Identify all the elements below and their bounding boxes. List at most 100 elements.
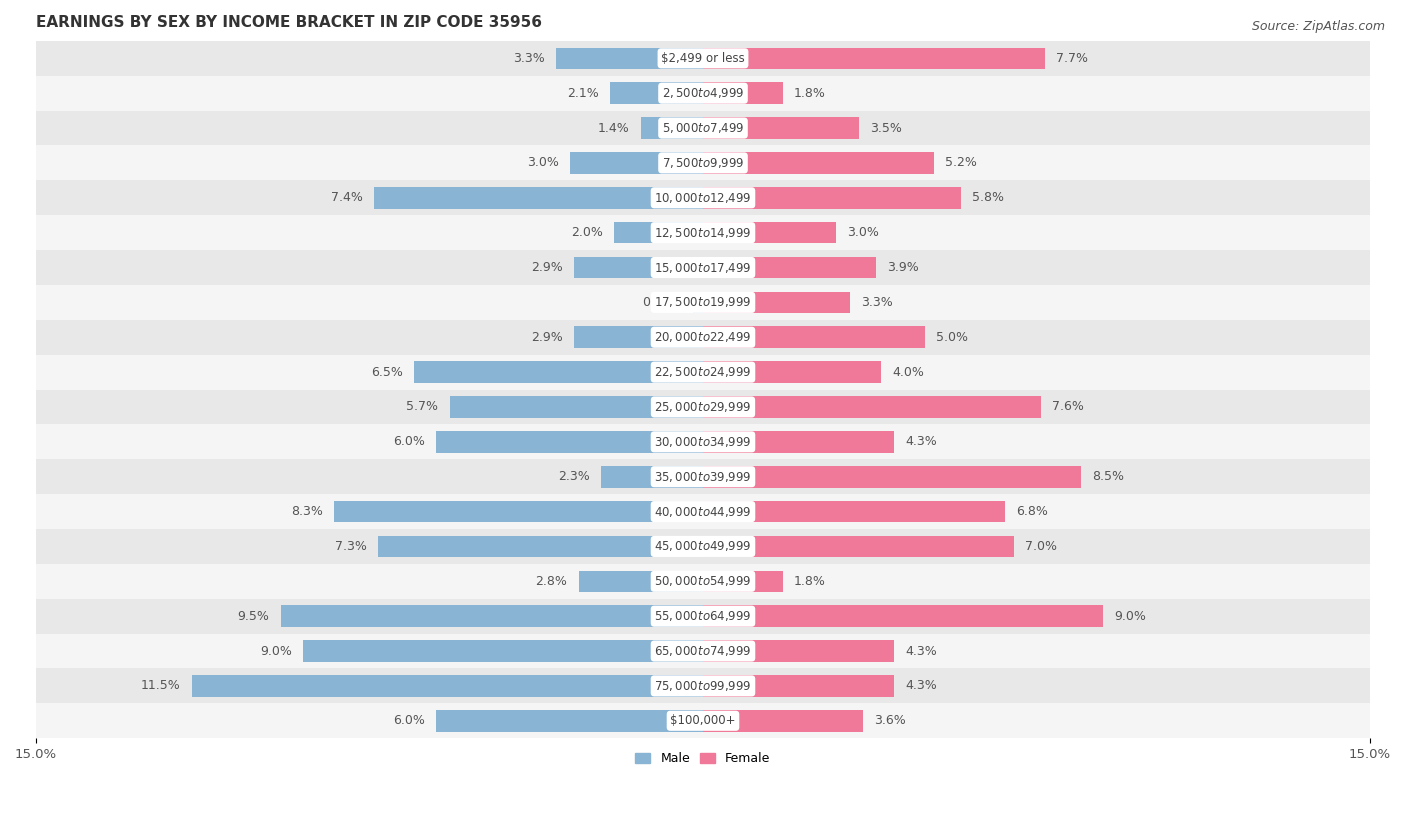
Text: $55,000 to $64,999: $55,000 to $64,999	[654, 609, 752, 624]
Text: $2,499 or less: $2,499 or less	[661, 52, 745, 65]
Text: 3.3%: 3.3%	[860, 295, 893, 309]
Bar	[610, 82, 703, 104]
Text: 4.3%: 4.3%	[905, 680, 936, 693]
Bar	[37, 633, 1369, 668]
Bar	[37, 668, 1369, 703]
Text: $5,000 to $7,499: $5,000 to $7,499	[662, 121, 744, 135]
Bar	[335, 501, 703, 523]
Text: $65,000 to $74,999: $65,000 to $74,999	[654, 644, 752, 658]
Bar	[703, 536, 1014, 558]
Text: 9.0%: 9.0%	[260, 645, 291, 658]
Bar	[641, 117, 703, 139]
Text: 2.9%: 2.9%	[531, 261, 562, 274]
Text: 2.8%: 2.8%	[536, 575, 568, 588]
Text: $17,500 to $19,999: $17,500 to $19,999	[654, 295, 752, 309]
Text: $7,500 to $9,999: $7,500 to $9,999	[662, 156, 744, 170]
Bar	[574, 256, 703, 278]
Bar	[578, 571, 703, 592]
Bar	[37, 703, 1369, 738]
Bar	[436, 710, 703, 732]
Text: $22,500 to $24,999: $22,500 to $24,999	[654, 365, 752, 379]
Text: $50,000 to $54,999: $50,000 to $54,999	[654, 575, 752, 589]
Text: 2.3%: 2.3%	[558, 470, 589, 484]
Text: $10,000 to $12,499: $10,000 to $12,499	[654, 190, 752, 205]
Text: $20,000 to $22,499: $20,000 to $22,499	[654, 330, 752, 344]
Text: $12,500 to $14,999: $12,500 to $14,999	[654, 225, 752, 239]
Bar	[37, 390, 1369, 424]
Bar	[37, 215, 1369, 250]
Bar	[703, 396, 1040, 418]
Text: 6.5%: 6.5%	[371, 365, 404, 379]
Bar	[703, 710, 863, 732]
Text: $15,000 to $17,499: $15,000 to $17,499	[654, 260, 752, 274]
Bar	[37, 320, 1369, 355]
Bar	[703, 152, 934, 173]
Bar	[703, 222, 837, 243]
Text: $100,000+: $100,000+	[671, 714, 735, 727]
Text: 7.7%: 7.7%	[1056, 52, 1088, 65]
Bar	[703, 431, 894, 453]
Bar	[703, 501, 1005, 523]
Text: 3.9%: 3.9%	[887, 261, 920, 274]
Text: 2.1%: 2.1%	[567, 86, 599, 99]
Bar	[37, 146, 1369, 181]
Bar	[703, 361, 880, 383]
Bar	[703, 571, 783, 592]
Text: $45,000 to $49,999: $45,000 to $49,999	[654, 540, 752, 554]
Bar	[703, 187, 960, 208]
Text: 9.0%: 9.0%	[1115, 610, 1146, 623]
Bar	[413, 361, 703, 383]
Text: 8.3%: 8.3%	[291, 505, 323, 518]
Text: 4.0%: 4.0%	[891, 365, 924, 379]
Text: 3.5%: 3.5%	[870, 121, 901, 134]
Bar	[37, 494, 1369, 529]
Text: 11.5%: 11.5%	[141, 680, 180, 693]
Bar	[302, 641, 703, 662]
Bar	[191, 675, 703, 697]
Bar	[37, 564, 1369, 599]
Bar	[37, 459, 1369, 494]
Text: 6.8%: 6.8%	[1017, 505, 1049, 518]
Text: 2.0%: 2.0%	[571, 226, 603, 239]
Text: EARNINGS BY SEX BY INCOME BRACKET IN ZIP CODE 35956: EARNINGS BY SEX BY INCOME BRACKET IN ZIP…	[37, 15, 543, 30]
Text: 3.0%: 3.0%	[848, 226, 879, 239]
Text: 4.3%: 4.3%	[905, 435, 936, 449]
Text: 3.0%: 3.0%	[527, 156, 558, 169]
Text: 5.2%: 5.2%	[945, 156, 977, 169]
Bar	[37, 41, 1369, 76]
Text: 1.4%: 1.4%	[598, 121, 630, 134]
Bar	[37, 599, 1369, 633]
Bar	[703, 641, 894, 662]
Bar	[37, 355, 1369, 390]
Bar	[37, 285, 1369, 320]
Bar	[450, 396, 703, 418]
Text: $2,500 to $4,999: $2,500 to $4,999	[662, 86, 744, 100]
Bar	[569, 152, 703, 173]
Bar	[703, 326, 925, 348]
Legend: Male, Female: Male, Female	[630, 747, 776, 770]
Bar	[37, 250, 1369, 285]
Text: 5.0%: 5.0%	[936, 330, 969, 344]
Bar	[693, 291, 703, 313]
Bar	[703, 82, 783, 104]
Text: 6.0%: 6.0%	[394, 435, 425, 449]
Text: 4.3%: 4.3%	[905, 645, 936, 658]
Bar	[703, 606, 1104, 627]
Text: $75,000 to $99,999: $75,000 to $99,999	[654, 679, 752, 693]
Bar	[557, 47, 703, 69]
Text: 3.6%: 3.6%	[875, 714, 905, 727]
Bar	[600, 466, 703, 488]
Text: 7.6%: 7.6%	[1052, 400, 1084, 414]
Bar	[378, 536, 703, 558]
Text: 3.3%: 3.3%	[513, 52, 546, 65]
Bar	[703, 117, 859, 139]
Text: 2.9%: 2.9%	[531, 330, 562, 344]
Text: 6.0%: 6.0%	[394, 714, 425, 727]
Text: 0.22%: 0.22%	[643, 295, 682, 309]
Bar	[436, 431, 703, 453]
Bar	[37, 424, 1369, 459]
Text: 8.5%: 8.5%	[1092, 470, 1123, 484]
Bar	[37, 529, 1369, 564]
Text: $30,000 to $34,999: $30,000 to $34,999	[654, 435, 752, 449]
Text: $25,000 to $29,999: $25,000 to $29,999	[654, 400, 752, 414]
